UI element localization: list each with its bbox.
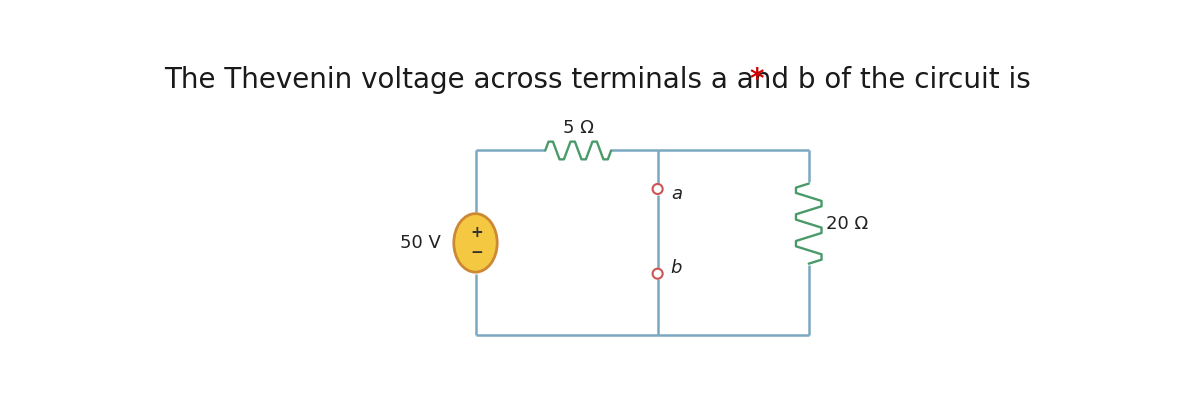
Circle shape: [653, 269, 662, 279]
Text: −: −: [470, 245, 484, 260]
Text: +: +: [470, 225, 484, 241]
Ellipse shape: [454, 214, 497, 272]
Text: 5 Ω: 5 Ω: [563, 119, 594, 138]
Text: b: b: [671, 259, 682, 277]
Text: The Thevenin voltage across terminals a and b of the circuit is: The Thevenin voltage across terminals a …: [164, 66, 1039, 94]
Circle shape: [653, 184, 662, 194]
Text: *: *: [749, 66, 763, 94]
Text: a: a: [671, 185, 682, 204]
Text: 20 Ω: 20 Ω: [826, 214, 868, 233]
Text: 50 V: 50 V: [400, 234, 440, 252]
